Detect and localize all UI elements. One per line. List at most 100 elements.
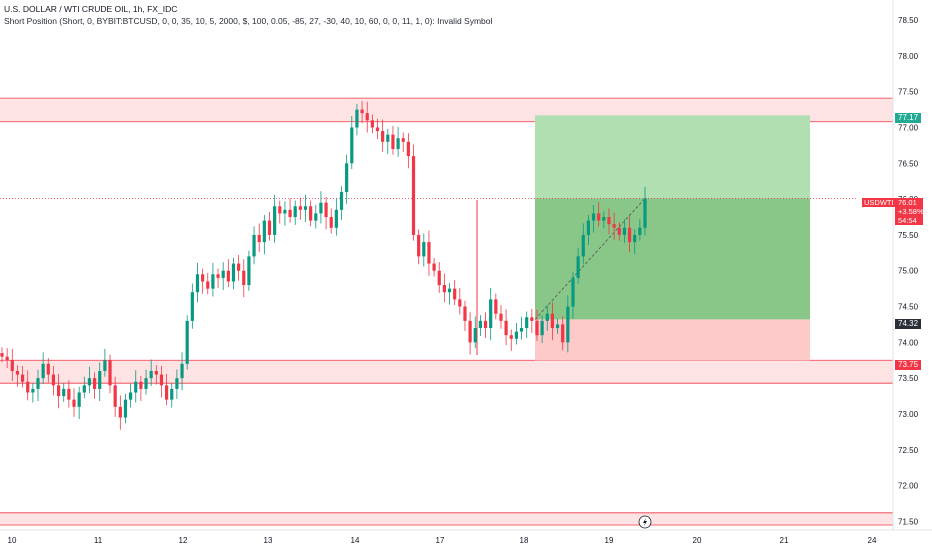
price-tick-label: 78.00 [898, 52, 919, 61]
candle-body [237, 263, 241, 271]
price-tick-label: 77.50 [898, 88, 919, 97]
position-trend-line [534, 198, 646, 320]
candle-body [10, 360, 14, 371]
candle-body [494, 299, 498, 314]
candle-body [123, 399, 128, 418]
candle-body [118, 406, 122, 418]
candle-body [62, 388, 66, 397]
stop-price-tag: 73.75 [895, 360, 922, 370]
time-tick-label: 14 [351, 536, 360, 545]
candle-body [381, 131, 385, 142]
price-tick-label: 74.50 [898, 303, 919, 312]
price-tick-label: 73.00 [898, 410, 919, 419]
time-tick-label: 12 [179, 536, 188, 545]
candle-body [581, 234, 585, 257]
candle-body [314, 213, 318, 221]
candle-body [586, 220, 591, 235]
candle-body [180, 363, 184, 379]
candle-body [20, 374, 25, 382]
candle-body [417, 234, 421, 257]
candle-body [504, 320, 508, 336]
candle-body [509, 335, 513, 339]
candle-body [365, 113, 369, 121]
candle-body [242, 270, 246, 286]
candle-body [458, 299, 462, 307]
time-tick-label: 18 [520, 536, 529, 545]
candle-body [483, 320, 488, 329]
indicator-line[interactable]: Short Position (Short, 0, BYBIT:BTCUSD, … [4, 16, 493, 26]
time-tick-label: 21 [780, 536, 789, 545]
bottom-zone[interactable] [0, 512, 893, 525]
candle-body [87, 378, 92, 386]
price-axis[interactable]: 78.5078.0077.5077.0076.5076.0075.5075.00… [892, 0, 919, 530]
lightning-icon[interactable] [638, 515, 652, 529]
candle-body [540, 320, 544, 336]
candle-body [350, 127, 354, 164]
candle-body [98, 371, 102, 389]
candle-body [113, 385, 117, 407]
candle-body [0, 353, 4, 357]
candle-body [355, 109, 359, 128]
candle-body [267, 220, 272, 235]
zones-layer [0, 97, 893, 526]
candle-body [612, 224, 616, 228]
candle-body [386, 134, 390, 142]
candle-body [144, 378, 148, 389]
symbol-title[interactable]: U.S. DOLLAR / WTI CRUDE OIL, 1h, FX_IDC [4, 4, 178, 14]
position-tool[interactable] [534, 115, 810, 361]
candle-body [519, 328, 524, 332]
candle-body [247, 256, 251, 286]
candle-body [15, 371, 20, 375]
candle-body [72, 399, 76, 407]
current-price: 76.01 [898, 198, 917, 207]
candle-body [478, 320, 482, 329]
candle-body [170, 388, 174, 400]
candle-body [411, 156, 416, 235]
price-tick-label: 77.00 [898, 123, 919, 132]
candle-body [288, 209, 292, 218]
candle-body [473, 328, 477, 343]
candle-body [298, 206, 302, 210]
candle-body [442, 285, 446, 293]
candle-body [643, 198, 647, 228]
price-tick-label: 72.00 [898, 482, 919, 491]
candle-body [622, 227, 627, 235]
candle-body [468, 320, 472, 343]
price-tick-label: 71.50 [898, 517, 919, 526]
candle-body [185, 320, 189, 364]
candles-layer [0, 100, 647, 430]
position-stop-area[interactable] [535, 319, 810, 361]
candle-body [309, 206, 313, 221]
candle-body [514, 331, 518, 339]
time-axis[interactable]: 10 11 12 13 14 17 18 19 20 21 24 [0, 529, 932, 545]
time-tick-label: 20 [693, 536, 702, 545]
price-tick-label: 78.50 [898, 16, 919, 25]
candle-body [525, 317, 529, 329]
candle-body [129, 392, 133, 400]
candle-body [195, 274, 200, 293]
candle-body [46, 363, 50, 375]
current-price-block: 76.01 +3.58% 54:54 [895, 198, 924, 225]
candle-body [139, 381, 143, 389]
candle-body [293, 206, 297, 218]
candle-body [319, 202, 323, 214]
candle-body [489, 299, 493, 329]
position-profit-area[interactable] [535, 198, 810, 320]
candle-body [5, 356, 9, 361]
candle-body [175, 378, 179, 389]
candle-body [437, 270, 441, 286]
candle-body [427, 242, 431, 264]
candle-body [597, 213, 601, 221]
position-target-area[interactable] [535, 115, 810, 199]
candle-body [370, 120, 374, 128]
candle-body [149, 371, 153, 379]
support-zone[interactable] [0, 360, 893, 384]
candle-body [633, 234, 637, 243]
candle-body [530, 317, 534, 321]
candle-body [447, 288, 452, 293]
candle-body [422, 242, 426, 257]
candle-body [591, 213, 596, 221]
candle-body [375, 127, 380, 132]
time-tick-label: 17 [436, 536, 445, 545]
